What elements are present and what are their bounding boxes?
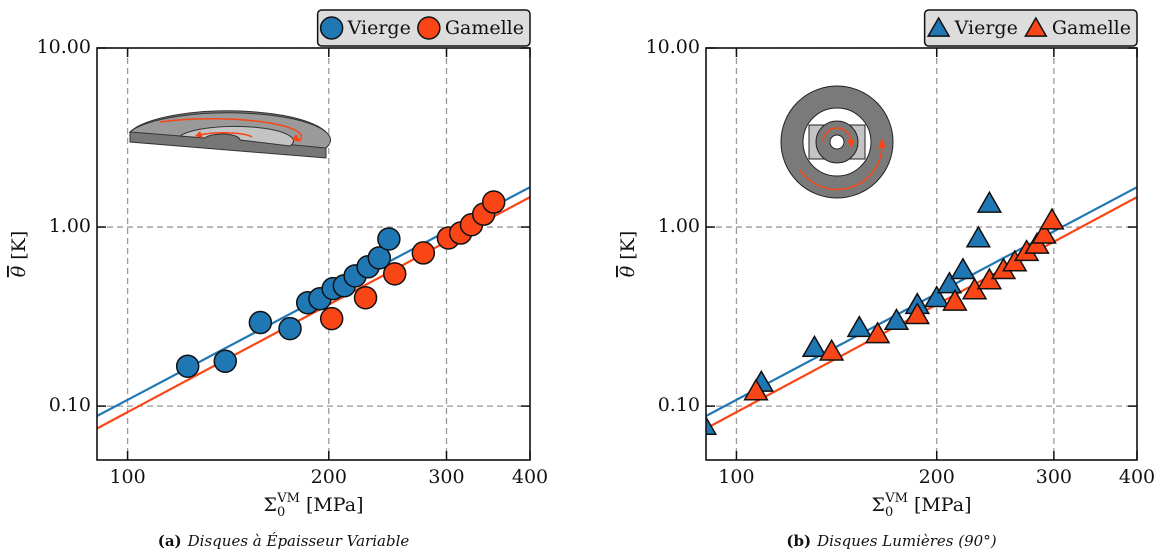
legend-marker: [926, 16, 951, 37]
plot-area: [706, 186, 1137, 435]
data-point: [377, 227, 401, 251]
legend: Gamelle Vierge: [923, 9, 1138, 47]
y-tick-label: 1.00: [658, 215, 700, 237]
data-point: [353, 285, 378, 310]
legend-marker: [319, 16, 344, 40]
legend-marker: [417, 16, 441, 40]
data-point: [976, 190, 1003, 213]
y-tick-label: 1.00: [49, 215, 91, 237]
y-label-symbol: θ: [8, 265, 30, 277]
x-tick-label: 200: [311, 466, 347, 488]
data-point: [818, 338, 845, 361]
caption-text: Disques Lumières (90°): [816, 532, 997, 550]
y-tick-label: 10.00: [646, 36, 700, 58]
data-point: [904, 302, 930, 325]
plot-frame: [96, 47, 531, 461]
plot-area: [97, 186, 530, 430]
caption-label: (a): [158, 532, 182, 550]
data-point: [706, 415, 718, 435]
x-tick-label: 100: [109, 466, 145, 488]
y-label-unit: [K]: [617, 231, 639, 260]
inset-half-disc: [128, 110, 332, 159]
data-point: [1031, 221, 1057, 244]
legend-marker: [1024, 16, 1048, 37]
x-label-symbol: Σ: [264, 494, 277, 516]
caption-text: Disques à Épaisseur Variable: [187, 532, 410, 550]
data-point: [864, 321, 891, 344]
x-axis-label: Σ0VM [MPa]: [264, 491, 364, 520]
data-point: [950, 257, 976, 280]
x-axis-label: Σ0VM [MPa]: [872, 491, 972, 520]
x-label-unit: [MPa]: [306, 494, 364, 516]
data-point: [481, 190, 506, 214]
legend-label: Vierge: [347, 17, 411, 39]
x-tick-label: 300: [428, 466, 464, 488]
data-point: [213, 349, 238, 374]
plot-frame: [705, 47, 1138, 461]
legend-label: Gamelle: [445, 17, 524, 39]
caption-label: (b): [786, 532, 811, 550]
inset-rings: [780, 85, 894, 199]
data-point: [846, 315, 873, 338]
data-point: [319, 306, 344, 331]
legend-label: Vierge: [954, 17, 1018, 39]
data-point: [942, 288, 968, 311]
x-tick-label: 100: [718, 466, 754, 488]
data-point: [924, 285, 950, 308]
y-tick-label: 0.10: [49, 394, 91, 416]
x-tick-label: 400: [512, 466, 548, 488]
x-label-sub: 0: [885, 505, 893, 520]
x-label-symbol: Σ: [872, 494, 885, 516]
y-tick-label: 10.00: [37, 36, 91, 58]
data-point: [278, 316, 302, 341]
y-axis-label: θ [K]: [8, 231, 30, 277]
x-label-unit: [MPa]: [914, 494, 972, 516]
caption: (b) Disques Lumières (90°): [786, 532, 996, 550]
y-label-symbol: θ: [617, 265, 639, 277]
x-tick-label: 200: [919, 466, 955, 488]
x-label-sup: VM: [276, 491, 300, 506]
data-point: [1039, 207, 1065, 230]
data-point: [883, 307, 910, 331]
x-tick-label: 400: [1119, 466, 1155, 488]
data-point: [743, 378, 769, 401]
y-axis-label: θ [K]: [617, 231, 639, 277]
y-label-unit: [K]: [8, 231, 30, 260]
data-point: [367, 246, 392, 270]
x-tick-label: 300: [1036, 466, 1072, 488]
data-point: [936, 271, 963, 294]
data-point: [965, 225, 992, 248]
x-label-sup: VM: [884, 491, 908, 506]
data-point: [248, 310, 273, 335]
x-label-sub: 0: [277, 505, 285, 520]
data-point: [175, 354, 200, 378]
caption: (a) Disques à Épaisseur Variable: [158, 532, 410, 550]
legend: Gamelle Vierge: [316, 9, 531, 47]
data-point: [411, 241, 436, 265]
y-tick-label: 0.10: [658, 394, 700, 416]
data-point: [382, 262, 407, 286]
legend-label: Gamelle: [1052, 17, 1131, 39]
data-point: [801, 334, 828, 357]
